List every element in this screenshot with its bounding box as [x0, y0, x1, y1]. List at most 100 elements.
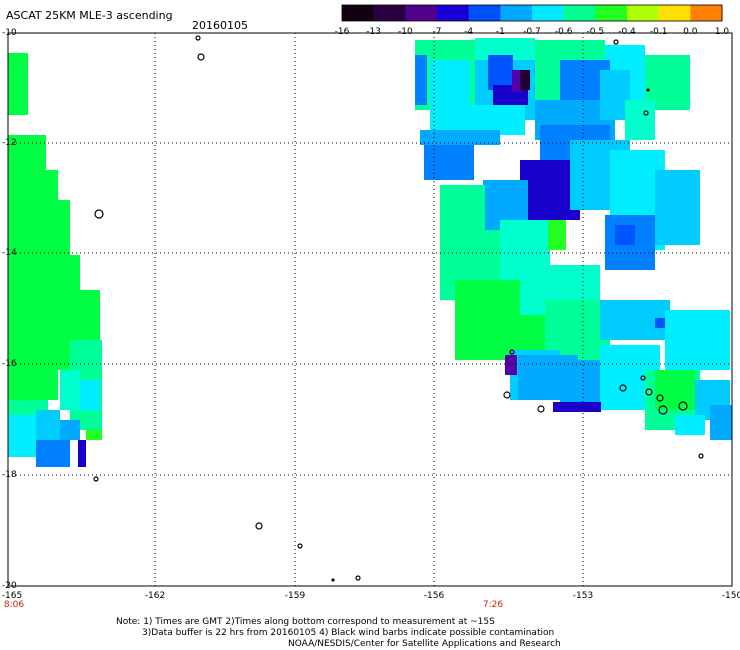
colorbar-label: -0.6: [554, 27, 573, 37]
graticule-grid: [8, 33, 732, 586]
island-outline: [613, 39, 619, 45]
swath-cell: [86, 430, 102, 440]
swath-cell: [36, 440, 70, 467]
time-label-left: 8:06: [3, 600, 25, 610]
swath-cell: [615, 225, 635, 245]
swath-cell: [46, 170, 58, 400]
colorbar-segment: [437, 5, 470, 21]
swath-cell: [488, 55, 513, 90]
island-outline: [658, 405, 668, 415]
swath-cell: [424, 145, 474, 180]
swath-cell: [80, 380, 100, 410]
swath-cell: [8, 135, 46, 415]
colorbar-segment: [690, 5, 723, 21]
swath-cell: [520, 70, 530, 90]
longitude-label: -150: [721, 591, 740, 601]
swath-cell: [655, 318, 665, 328]
colorbar-segment: [468, 5, 501, 21]
island-outline: [646, 88, 650, 92]
island-outline: [197, 53, 205, 61]
island-outline: [503, 391, 511, 399]
colorbar-segment: [595, 5, 628, 21]
longitude-label: -156: [423, 591, 445, 601]
swath-cell: [80, 290, 100, 350]
time-label-right: 7:26: [482, 600, 504, 610]
map-title: ASCAT 25KM MLE-3 ascending: [6, 9, 173, 22]
swath-cell: [58, 200, 70, 370]
colorbar-label: 1.0: [714, 27, 730, 37]
island-outline: [643, 110, 649, 116]
swath-cell: [675, 415, 705, 435]
island-outline: [355, 575, 361, 581]
longitude-label: -159: [284, 591, 306, 601]
colorbar-label: -4: [464, 27, 474, 37]
longitude-label: -162: [144, 591, 166, 601]
swath-cell: [415, 55, 427, 105]
swath-cell: [60, 370, 80, 410]
island-outline: [678, 401, 688, 411]
swath-cell: [70, 255, 80, 375]
map-frame: [7, 32, 733, 587]
colorbar-label: -13: [366, 27, 382, 37]
latitude-label: -14: [2, 248, 17, 258]
swath-cell: [430, 60, 470, 130]
swath-cell: [665, 310, 730, 370]
map-date: 20160105: [192, 19, 248, 32]
island-outline: [255, 522, 263, 530]
swath-cell: [710, 405, 732, 440]
colorbar-label: -16: [334, 27, 350, 37]
island-outline: [509, 349, 515, 355]
latitude-label: -18: [2, 470, 17, 480]
islands: [93, 35, 704, 582]
swath-cell: [36, 410, 60, 442]
colorbar-label: -0.7: [523, 27, 541, 37]
colorbar-segment: [373, 5, 406, 21]
colorbar: [341, 4, 723, 22]
swath-cell: [8, 415, 36, 457]
note-line-1: Note: 1) Times are GMT 2)Times along bot…: [116, 617, 495, 627]
longitude-label: -153: [572, 591, 594, 601]
island-outline: [93, 476, 99, 482]
island-outline: [645, 388, 653, 396]
island-outline: [297, 543, 303, 549]
colorbar-label: 0.0: [683, 27, 698, 37]
colorbar-segment: [342, 5, 375, 21]
island-outline: [640, 375, 646, 381]
colorbar-label: -1: [495, 27, 505, 37]
colorbar-label: -0.4: [618, 27, 636, 37]
colorbar-label: -7: [432, 27, 442, 37]
island-outline: [331, 578, 335, 582]
swath-cell: [548, 220, 566, 250]
swath-cell: [505, 355, 517, 375]
swath-cell: [655, 170, 700, 245]
island-outline: [698, 453, 704, 459]
swath-cell: [512, 70, 522, 92]
swath-cell: [655, 370, 695, 410]
island-outline: [537, 405, 545, 413]
island-outline: [195, 35, 201, 41]
swath-cell: [8, 53, 28, 115]
longitude-label: -165: [1, 591, 23, 601]
colorbar-segment: [658, 5, 691, 21]
swath-right: [415, 38, 732, 440]
swath-cell: [420, 130, 500, 145]
latitude-label: -10: [2, 28, 17, 38]
swath-cell: [60, 420, 80, 440]
latitude-label: -12: [2, 138, 17, 148]
swath-left: [8, 53, 102, 467]
swath-cell: [78, 440, 86, 467]
colorbar-segment: [563, 5, 596, 21]
note-line-2: 3)Data buffer is 22 hrs from 20160105 4)…: [142, 628, 555, 638]
latitude-label: -20: [2, 581, 17, 591]
swath-cell: [553, 402, 601, 412]
colorbar-label: -0.1: [649, 27, 668, 37]
island-outline: [94, 209, 104, 219]
note-line-3: NOAA/NESDIS/Center for Satellite Applica…: [288, 639, 561, 649]
colorbar-segment: [532, 5, 565, 21]
island-outline: [656, 394, 664, 402]
island-outline: [619, 384, 627, 392]
swath-cell: [440, 185, 485, 235]
colorbar-label: -0.5: [586, 27, 605, 37]
